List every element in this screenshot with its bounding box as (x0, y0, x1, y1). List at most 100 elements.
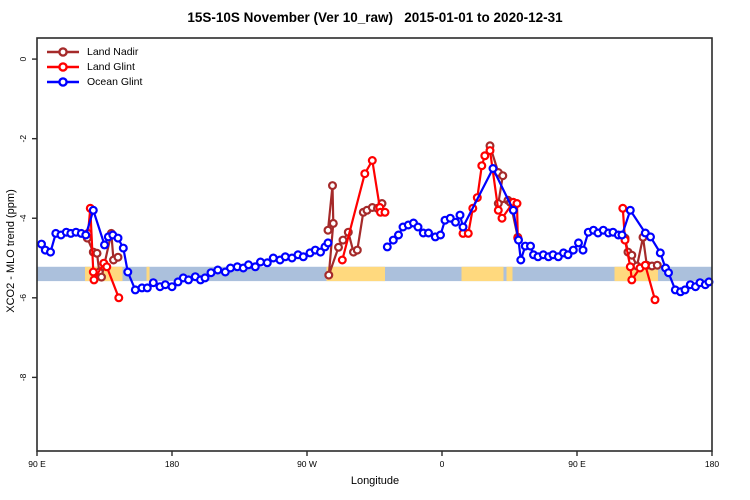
ocean-glint-point (451, 217, 461, 227)
ocean-glint-point (525, 241, 535, 251)
land-glint-point (114, 293, 124, 303)
land-nadir-point (498, 171, 508, 181)
ocean-glint-point (200, 273, 210, 283)
ocean-glint-point (113, 233, 123, 243)
ocean-glint-point (625, 205, 635, 215)
land-band-segment (326, 266, 385, 282)
y-tick-label: -2 (18, 135, 28, 143)
land-nadir-point (334, 242, 344, 252)
y-tick-label: -6 (18, 294, 28, 302)
ocean-glint-point (226, 263, 236, 273)
land-glint-point (463, 228, 473, 238)
ocean-glint-point (45, 247, 55, 257)
ocean-glint-point (508, 205, 518, 215)
land-glint-point (618, 203, 628, 213)
legend-label-land-nadir: Land Nadir (87, 45, 139, 58)
ocean-glint-point (663, 268, 673, 278)
ocean-glint-point (88, 205, 98, 215)
ocean-glint-point (513, 235, 523, 245)
ocean-glint-point (578, 245, 588, 255)
land-nadir-point (652, 260, 662, 270)
y-tick-label: 0 (18, 56, 28, 61)
land-glint-point (477, 161, 487, 171)
land-nadir-point (324, 270, 334, 280)
ocean-glint-point (655, 248, 665, 258)
land-glint-point (360, 169, 370, 179)
ocean-glint-point (388, 235, 398, 245)
ocean-glint-point (167, 282, 177, 292)
legend: Land Nadir Land Glint Ocean Glint (46, 44, 142, 89)
land-glint-point (512, 199, 522, 209)
y-axis-label: XCO2 - MLO trend (ppm) (5, 189, 17, 313)
land-glint-line (463, 148, 519, 239)
land-nadir-point (323, 225, 333, 235)
land-nadir-point (352, 245, 362, 255)
ocean-glint-point (394, 230, 404, 240)
legend-label-ocean-glint: Ocean Glint (87, 75, 143, 88)
x-tick-label: 180 (705, 459, 719, 469)
plot-border (36, 37, 713, 452)
ocean-glint-point (262, 258, 272, 268)
ocean-glint-point (213, 265, 223, 275)
ocean-glint-point (323, 238, 333, 248)
ocean-glint-point (645, 232, 655, 242)
ocean-glint-point (118, 243, 128, 253)
land-band-segment (146, 266, 150, 282)
land-band-segment (461, 266, 504, 282)
legend-circle (58, 61, 68, 72)
ocean-glint-point (184, 275, 194, 285)
ocean-glint-point (563, 250, 573, 260)
land-glint-point (640, 260, 650, 270)
ocean-glint-point (99, 240, 109, 250)
ocean-glint-point (455, 210, 465, 220)
land-glint-point (627, 275, 637, 285)
legend-marker-land-glint (47, 61, 79, 72)
x-tick-label: 90 E (28, 459, 46, 469)
land-glint-point (480, 151, 490, 161)
x-axis-label: Longitude (350, 475, 400, 487)
ocean-glint-point (250, 262, 260, 272)
ocean-glint-point (123, 267, 133, 277)
land-nadir-point (328, 218, 338, 228)
ocean-glint-point (573, 238, 583, 248)
land-glint-point (625, 262, 635, 272)
ocean-glint-point (81, 230, 91, 240)
land-glint-point (497, 213, 507, 223)
ocean-glint-point (680, 285, 690, 295)
land-glint-point (367, 156, 377, 166)
ocean-glint-point (516, 255, 526, 265)
legend-circle (58, 46, 68, 57)
legend-item-ocean-glint: Ocean Glint (46, 74, 142, 89)
chart-title: 15S-10S November (Ver 10_raw) 2015-01-01… (187, 10, 563, 25)
x-tick-label: 90 W (297, 459, 317, 469)
x-tick-label: 0 (440, 459, 445, 469)
ocean-glint-point (458, 222, 468, 232)
land-glint-point (485, 146, 495, 156)
land-nadir-point (113, 252, 123, 262)
land-glint-point (650, 295, 660, 305)
land-nadir-point (338, 235, 348, 245)
legend-item-land-nadir: Land Nadir (46, 44, 142, 59)
ocean-glint-point (568, 245, 578, 255)
ocean-glint-point (382, 242, 392, 252)
legend-item-land-glint: Land Glint (46, 59, 142, 74)
land-glint-point (88, 267, 98, 277)
ocean-glint-point (436, 230, 446, 240)
land-glint-point (493, 205, 503, 215)
land-glint-point (337, 255, 347, 265)
land-nadir-point (92, 248, 102, 258)
x-tick-label: 90 E (568, 459, 586, 469)
legend-circle (58, 76, 68, 87)
land-glint-line (86, 208, 120, 299)
y-tick-label: -8 (18, 373, 28, 381)
ocean-glint-point (298, 252, 308, 262)
ocean-glint-point (148, 278, 158, 288)
y-tick-label: -4 (18, 214, 28, 222)
legend-label-land-glint: Land Glint (87, 60, 135, 73)
x-tick-label: 180 (165, 459, 179, 469)
land-band-segment (506, 266, 513, 282)
land-nadir-line (326, 185, 383, 276)
land-glint-point (102, 262, 112, 272)
